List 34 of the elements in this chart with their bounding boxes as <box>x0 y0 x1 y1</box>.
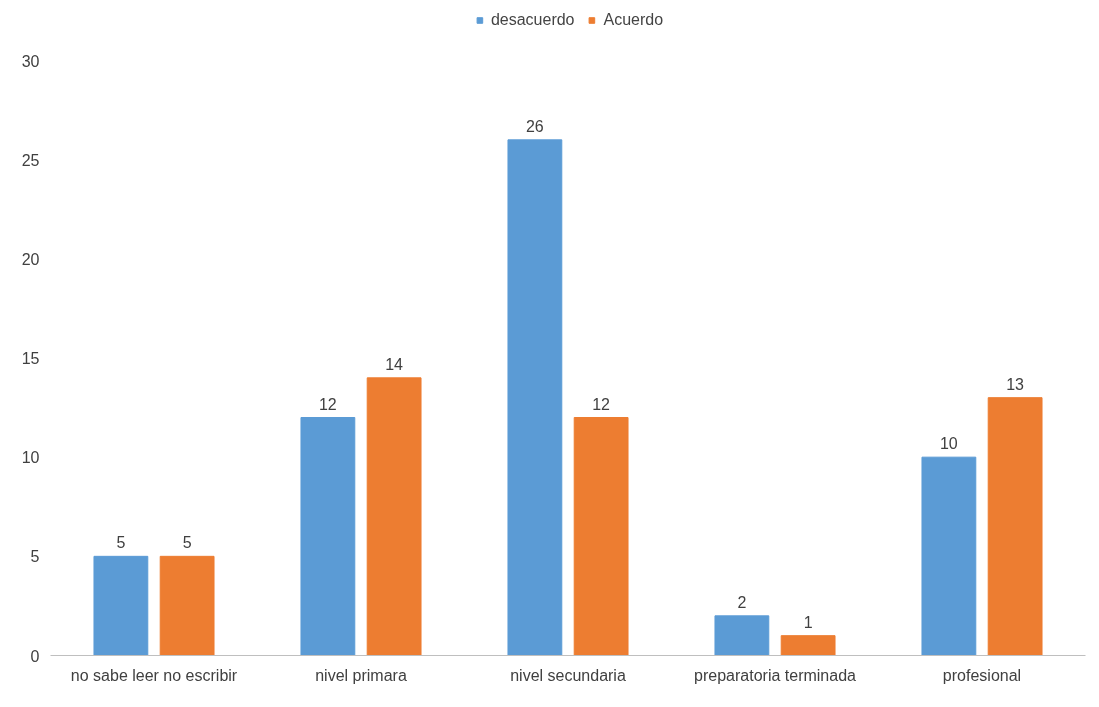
bar <box>159 555 215 656</box>
legend-label: Acuerdo <box>603 11 664 29</box>
bar <box>93 555 149 656</box>
data-label: 12 <box>318 395 337 413</box>
x-tick-label: no sabe leer no escribir <box>70 666 238 684</box>
bar <box>921 456 977 656</box>
bar <box>987 397 1043 656</box>
y-tick-label: 15 <box>21 350 40 367</box>
legend-label: desacuerdo <box>490 11 575 29</box>
data-label: 5 <box>116 534 126 552</box>
y-tick-label: 30 <box>21 52 40 70</box>
x-tick-label: nivel secundaria <box>510 666 626 684</box>
data-label: 1 <box>803 613 813 631</box>
data-label: 12 <box>592 395 611 413</box>
bar <box>714 615 770 656</box>
bar <box>573 417 629 656</box>
data-label: 26 <box>525 117 544 135</box>
x-tick-label: nivel primara <box>315 666 407 684</box>
y-tick-label: 5 <box>30 548 40 566</box>
data-label: 5 <box>182 534 192 552</box>
data-label: 2 <box>737 593 747 611</box>
x-tick-label: profesional <box>942 666 1022 684</box>
y-tick-label: 0 <box>30 647 40 665</box>
data-label: 13 <box>1006 375 1025 393</box>
bar <box>507 139 563 656</box>
data-label: 10 <box>939 435 958 453</box>
x-tick-label: preparatoria terminada <box>694 666 857 684</box>
y-tick-label: 10 <box>21 449 40 467</box>
y-tick-label: 25 <box>21 151 40 169</box>
data-label: 14 <box>385 355 404 373</box>
bar <box>366 377 422 656</box>
y-tick-label: 20 <box>21 250 40 268</box>
bar <box>780 635 836 656</box>
bar <box>300 417 356 656</box>
